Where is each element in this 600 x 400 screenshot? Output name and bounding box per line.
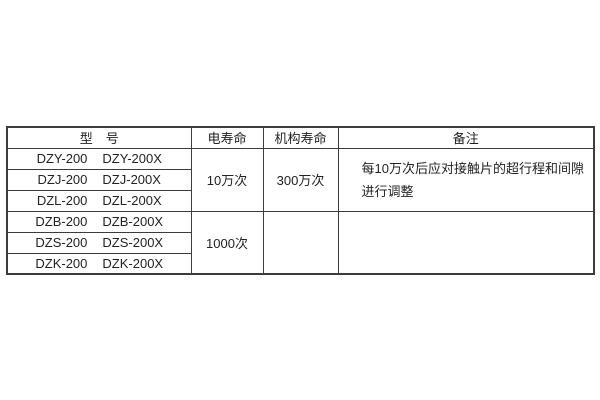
col-header-electrical-life: 电寿命	[190, 126, 264, 149]
model-cell-dzs: DZS-200 DZS-200X	[6, 231, 192, 254]
mechanism-life-group2-cell	[262, 210, 339, 275]
remarks-group2-cell	[337, 210, 595, 275]
mechanism-life-group1-cell: 300万次	[262, 147, 339, 212]
model-variant: DZB-200X	[102, 214, 164, 229]
electrical-life-group2-cell: 1000次	[190, 210, 264, 275]
col-header-model: 型 号	[6, 126, 192, 149]
model-base: DZJ-200	[37, 172, 88, 187]
model-cell-dzl: DZL-200 DZL-200X	[6, 189, 192, 212]
col-header-mechanism-life: 机构寿命	[262, 126, 339, 149]
model-base: DZB-200	[35, 214, 88, 229]
model-cell-dzb: DZB-200 DZB-200X	[6, 210, 192, 233]
header-row: 型 号 电寿命 机构寿命 备注	[6, 126, 595, 149]
table-row: DZL-200 DZL-200X	[6, 189, 594, 212]
model-cell-dzy: DZY-200 DZY-200X	[6, 147, 192, 170]
model-base: DZK-200	[35, 255, 88, 271]
model-variant: DZK-200X	[102, 255, 164, 271]
model-variant: DZY-200X	[102, 151, 162, 166]
model-cell-dzj: DZJ-200 DZJ-200X	[6, 168, 192, 191]
remarks-group1-cell: 每10万次后应对接触片的超行程和间隙 进行调整	[337, 147, 595, 212]
col-header-remarks: 备注	[337, 126, 595, 149]
model-base: DZS-200	[35, 235, 88, 250]
model-variant: DZJ-200X	[102, 172, 161, 187]
model-base: DZY-200	[36, 151, 88, 166]
table-row: DZY-200 DZY-200X 10万次 300万次 每10万次后应对接触片的…	[6, 147, 595, 212]
table-row: DZK-200 DZK-200X	[6, 252, 594, 275]
model-base: DZL-200	[36, 193, 88, 208]
remarks-line-1: 每10万次后应对接触片的超行程和间隙	[361, 160, 584, 176]
electrical-life-group1-cell: 10万次	[190, 147, 264, 212]
remarks-line-2: 进行调整	[361, 183, 414, 199]
model-variant: DZS-200X	[102, 235, 164, 250]
model-variant: DZL-200X	[102, 193, 162, 208]
model-cell-dzk: DZK-200 DZK-200X	[6, 252, 192, 275]
table-row: DZB-200 DZB-200X 1000次	[6, 210, 595, 275]
relay-life-spec-table: 型 号 电寿命 机构寿命 备注 DZY-200 DZY-200X 10万次 30…	[6, 126, 595, 275]
table-row: DZJ-200 DZJ-200X	[6, 168, 594, 191]
